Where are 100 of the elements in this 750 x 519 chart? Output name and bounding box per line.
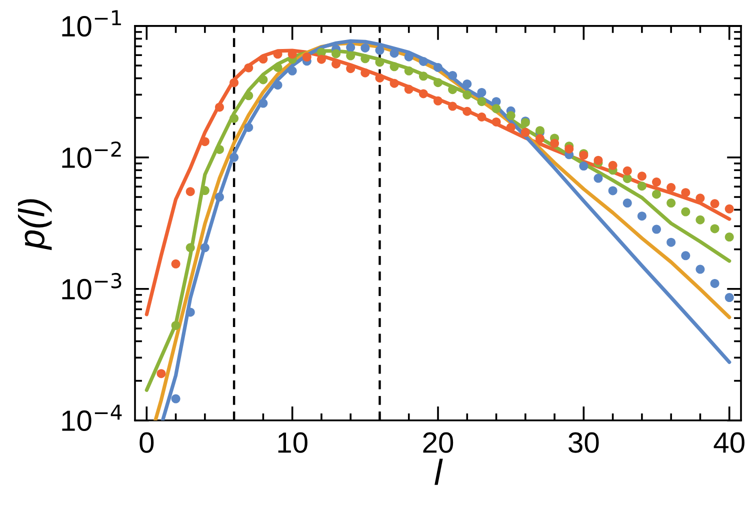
y-tick-label: 10$^{−2}$ — [62, 141, 121, 168]
point — [230, 78, 239, 88]
point — [462, 79, 472, 88]
point — [273, 63, 282, 72]
point — [258, 75, 268, 84]
point — [375, 46, 384, 55]
x-tick-label: 40 — [714, 432, 744, 453]
point — [273, 80, 282, 90]
point — [171, 259, 180, 268]
point — [434, 96, 442, 106]
point — [652, 178, 662, 187]
point — [200, 186, 210, 196]
point — [258, 54, 268, 64]
point — [710, 199, 720, 208]
point — [360, 68, 370, 78]
point — [418, 56, 428, 66]
point — [462, 90, 472, 100]
point — [186, 243, 195, 252]
point — [579, 162, 588, 171]
point — [390, 62, 399, 72]
point — [288, 66, 297, 76]
y-tick-label: 10$^{−1}$ — [62, 10, 121, 37]
point — [404, 66, 414, 76]
point — [360, 54, 370, 64]
point — [696, 194, 705, 203]
point — [434, 78, 442, 88]
point — [696, 215, 705, 224]
point — [200, 243, 210, 252]
point — [637, 212, 646, 221]
point — [710, 224, 720, 234]
x-tick-label: 30 — [568, 432, 599, 453]
point — [637, 182, 646, 191]
point — [186, 308, 195, 317]
point — [171, 320, 180, 330]
point — [492, 117, 501, 126]
point — [681, 207, 690, 216]
y-tick-label: 10$^{−3}$ — [62, 272, 122, 300]
point — [608, 186, 618, 196]
point — [608, 160, 618, 170]
point — [214, 102, 224, 112]
point — [652, 190, 662, 199]
point — [492, 104, 501, 114]
point — [477, 112, 486, 122]
point — [390, 78, 399, 88]
point — [666, 198, 676, 208]
point — [332, 49, 341, 58]
point — [477, 97, 486, 106]
point — [214, 144, 224, 154]
point — [360, 43, 370, 52]
point — [681, 188, 690, 198]
point — [230, 152, 239, 162]
point — [724, 232, 734, 242]
point — [594, 156, 603, 165]
x-axis-title: l — [434, 458, 443, 485]
point — [171, 394, 180, 404]
point — [535, 134, 544, 144]
point — [244, 122, 254, 132]
point — [346, 42, 356, 52]
point — [622, 198, 632, 208]
y-tick-label: 10$^{−4}$ — [62, 404, 122, 432]
y-axis-title: p(l) — [18, 199, 52, 250]
point — [375, 58, 384, 67]
point — [666, 183, 676, 192]
line-series — [144, 48, 732, 316]
point — [316, 54, 326, 64]
point — [652, 224, 662, 234]
point — [346, 51, 356, 60]
point — [724, 204, 734, 214]
point — [477, 88, 486, 97]
x-tick-label: 20 — [423, 432, 454, 453]
point — [448, 85, 458, 94]
x-tick-label: 10 — [278, 432, 308, 453]
point — [506, 111, 516, 120]
point — [696, 264, 705, 274]
x-tick-label: 0 — [140, 432, 154, 453]
point — [418, 89, 428, 98]
point — [186, 187, 195, 196]
point — [448, 102, 458, 111]
point — [258, 98, 268, 108]
point — [230, 114, 239, 123]
point — [462, 106, 472, 116]
point — [724, 293, 734, 302]
point — [404, 84, 414, 94]
point — [666, 238, 676, 247]
point — [390, 48, 399, 58]
point — [710, 278, 720, 288]
point — [156, 369, 166, 378]
point — [302, 52, 312, 62]
point — [214, 192, 224, 202]
point — [375, 73, 384, 82]
point — [594, 174, 603, 183]
point — [448, 70, 458, 80]
point — [244, 63, 254, 72]
point — [520, 128, 530, 137]
point — [622, 174, 632, 184]
point — [550, 138, 560, 148]
point — [434, 63, 442, 72]
point — [637, 172, 646, 181]
point — [564, 144, 574, 154]
point — [622, 166, 632, 176]
